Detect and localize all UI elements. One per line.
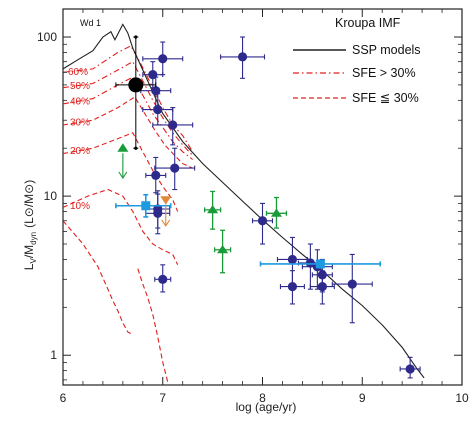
y-label-main: L [22, 263, 36, 270]
x-tick-label: 6 [60, 391, 67, 405]
circle-point [158, 54, 168, 64]
sfe-curve [62, 220, 134, 335]
circle-point [347, 279, 357, 289]
triangle-point [207, 204, 219, 214]
legend-label-sfe-high: SFE > 30% [352, 66, 416, 80]
y-tick-label: 1 [50, 348, 57, 362]
sfe-curve-label: 40% [70, 96, 90, 107]
sfe-curve-label: 50% [70, 81, 90, 92]
y-axis-label: LV/Mdyn (L⊙/M⊙) [22, 180, 38, 270]
circle-point [170, 163, 180, 173]
x-tick-label: 7 [159, 391, 166, 405]
y-label-mid: /M [22, 245, 36, 258]
circle-point [153, 208, 163, 218]
sfe-curve-label: 10% [70, 201, 90, 212]
x-tick-label: 9 [359, 391, 366, 405]
circle-point [287, 281, 298, 292]
object-label: Wd 1 [80, 18, 101, 28]
y-label-sub2: dyn [29, 232, 38, 245]
limit-marker [117, 143, 129, 152]
circle-point [151, 86, 161, 96]
circle-point [405, 364, 415, 374]
axis-ticks: 6 7 8 9 10 1 10 100 [37, 9, 469, 405]
sfe-curve-label: 30% [70, 117, 90, 128]
circle-point [237, 52, 248, 62]
limit-arrow-head [161, 219, 171, 227]
circle-point [168, 120, 178, 130]
wd1-point [128, 77, 144, 93]
square-point [141, 201, 151, 211]
sfe-curve [62, 45, 194, 153]
sfe-curve [62, 76, 194, 160]
x-tick-label: 10 [455, 391, 469, 405]
sfe-curve [137, 268, 169, 383]
triangle-point [270, 208, 282, 217]
triangle-point [217, 244, 229, 254]
legend-label-sfe-low: SFE ≦ 30% [352, 91, 419, 105]
ssp-curve [62, 23, 425, 379]
model-curves: 60% 50% 40% 30% 20% 10% [62, 23, 425, 383]
limit-arrow-head [118, 171, 128, 179]
circle-point [287, 254, 298, 265]
x-tick-label: 8 [259, 391, 266, 405]
wd1-error-end [134, 35, 138, 39]
circle-point [305, 258, 315, 268]
sfe-curve [62, 132, 179, 212]
y-label-units: (L⊙/M⊙) [22, 180, 36, 228]
y-tick-label: 10 [44, 189, 58, 203]
sfe-curve-label: 60% [68, 67, 88, 78]
sfe-curve [62, 188, 179, 266]
circle-point [158, 274, 168, 284]
limit-marker [160, 196, 172, 205]
sfe-curve [62, 96, 193, 169]
data-points [115, 35, 421, 379]
circle-point [151, 170, 161, 180]
square-point [315, 259, 325, 269]
circle-point [317, 281, 327, 292]
y-label-sub1: V [29, 258, 38, 264]
circle-point [153, 104, 163, 115]
x-axis-label: log (age/yr) [236, 400, 297, 414]
sfe-curve-label: 20% [70, 146, 90, 157]
wd1-error-end [134, 146, 138, 150]
circle-point [257, 216, 268, 226]
y-tick-label: 100 [37, 30, 57, 44]
legend-label-ssp: SSP models [352, 43, 421, 57]
legend-title: Kroupa IMF [335, 16, 401, 30]
legend: Kroupa IMF SSP models SFE > 30% SFE ≦ 30… [293, 16, 421, 105]
